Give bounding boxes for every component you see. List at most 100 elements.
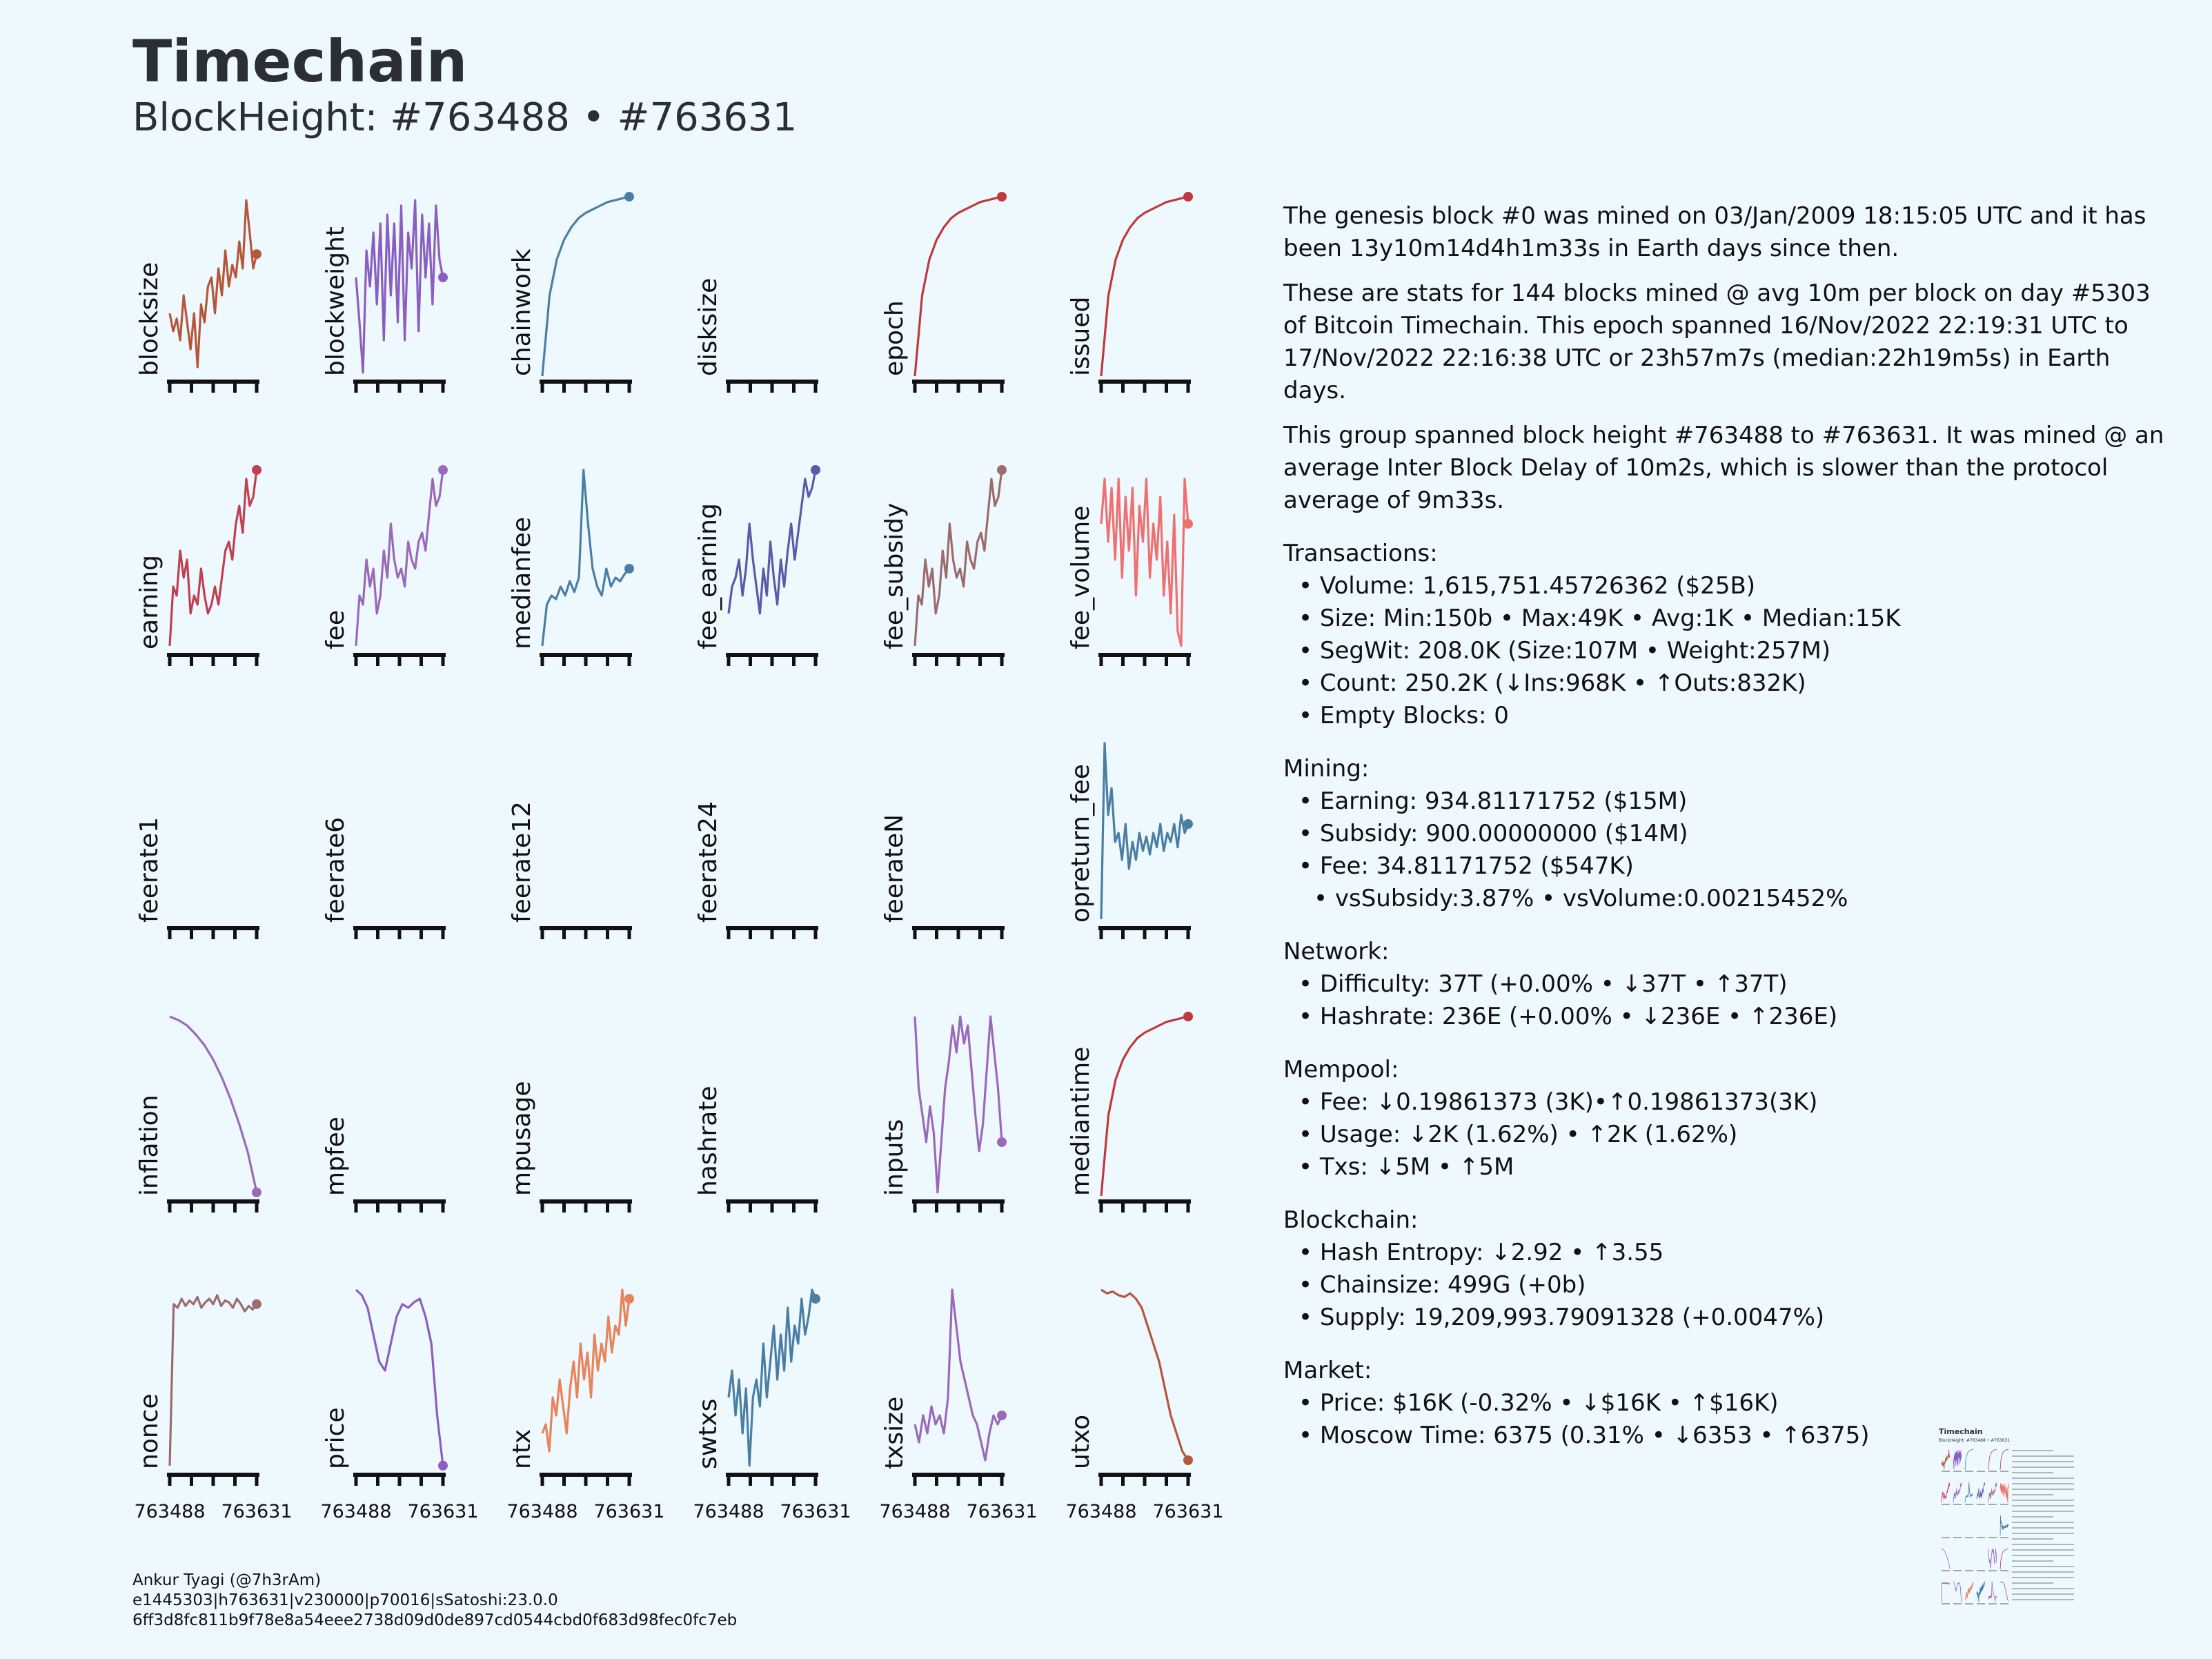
series-end-dot: [438, 273, 448, 282]
thumb-panel: [1988, 1482, 1997, 1505]
thumb-panel: [1999, 1449, 2009, 1472]
panel-label: fee_subsidy: [880, 503, 909, 649]
section-title: Blockchain:: [1283, 1206, 1419, 1234]
thumbnail-body: [1941, 1449, 2074, 1604]
series-line: [541, 1288, 631, 1453]
x-tick-label: 763488: [879, 1501, 950, 1522]
panel-label: price: [322, 1407, 350, 1469]
footer-hash: 6ff3d8fc811b9f78e8a54eee2738d09d0de897cd…: [132, 1611, 738, 1629]
stat-item: • Fee: 34.81171752 ($547K): [1298, 852, 1634, 880]
series-end-dot: [624, 192, 634, 202]
panel-inflation: inflation: [135, 1015, 261, 1213]
thumb-series: [1999, 1449, 2009, 1471]
stat-item: • Hash Entropy: ↓2.92 • ↑3.55: [1298, 1239, 1664, 1266]
panel-mpfee: mpfee: [322, 1117, 446, 1213]
stats-epoch: These are stats for 144 blocks mined @ a…: [1283, 279, 2151, 404]
chart-grid: blocksize blockweight chainwork disksize epo…: [134, 192, 1224, 1522]
series-line: [355, 1288, 444, 1466]
series-end-dot: [252, 1187, 261, 1197]
network-section: Network: • Difficulty: 37T (+0.00% • ↓37…: [1283, 936, 2180, 1033]
panel-fee_volume: fee_volume: [1067, 478, 1193, 666]
stat-item: • Fee: ↓0.19861373 (3K)•↑0.19861373(3K): [1298, 1088, 1818, 1116]
thumb-panel: [1941, 1449, 1951, 1472]
panel-fee_subsidy: fee_subsidy: [880, 465, 1007, 666]
thumb-panel: [1941, 1581, 1951, 1604]
thumb-panel: [1988, 1548, 1997, 1571]
thumb-panel: [1999, 1581, 2009, 1604]
thumb-series: [1964, 1449, 1974, 1471]
panel-price: price 763488 763631: [320, 1288, 479, 1522]
x-tick-label: 763488: [506, 1501, 577, 1522]
thumb-series: [1976, 1482, 1986, 1500]
stat-item: • Count: 250.2K (↓Ins:968K • ↑Outs:832K): [1298, 669, 1806, 697]
panel-label: disksize: [694, 278, 722, 376]
panel-label: fee: [322, 610, 350, 649]
thumb-series: [1953, 1449, 1962, 1470]
stat-item: • Supply: 19,209,993.79091328 (+0.0047%): [1298, 1304, 1825, 1331]
thumb-series: [1964, 1581, 1974, 1601]
thumb-panel: [1999, 1483, 2009, 1505]
panel-label: ntx: [508, 1429, 536, 1469]
thumb-panel: [1988, 1581, 1997, 1604]
panel-mpusage: mpusage: [508, 1081, 632, 1213]
series-line: [1100, 195, 1189, 377]
series-line: [914, 195, 1003, 377]
panel-chainwork: chainwork: [508, 192, 634, 393]
panel-blocksize: blocksize: [135, 199, 261, 393]
series-end-dot: [624, 564, 634, 573]
panel-feerateN: feerateN: [880, 814, 1005, 939]
stats-panel: The genesis block #0 was mined on 03/Jan…: [1283, 200, 2180, 1452]
x-tick-label: 763631: [407, 1501, 478, 1522]
panel-label: inputs: [880, 1119, 909, 1196]
thumb-series: [1941, 1482, 1951, 1503]
panel-label: fee_volume: [1067, 506, 1095, 649]
panel-label: issued: [1067, 297, 1095, 376]
mining-section: Mining: • Earning: 934.81171752 ($15M) •…: [1283, 753, 2180, 915]
x-tick-label: 763488: [134, 1501, 205, 1522]
stat-item: • Price: $16K (-0.32% • ↓$16K • ↑$16K): [1298, 1389, 1779, 1417]
thumb-series: [1953, 1581, 1962, 1602]
panel-label: feerate12: [508, 801, 536, 923]
section-title: Mining:: [1283, 755, 1370, 783]
series-end-dot: [997, 1411, 1007, 1420]
x-tick-label: 763631: [593, 1501, 664, 1522]
series-end-dot: [997, 1137, 1007, 1147]
stat-item: • Usage: ↓2K (1.62%) • ↑2K (1.62%): [1298, 1121, 1738, 1148]
series-line: [1100, 742, 1189, 919]
series-end-dot: [252, 465, 261, 475]
transactions-section: Transactions: • Volume: 1,615,751.457263…: [1283, 538, 2180, 732]
series-line: [914, 1015, 1003, 1194]
thumb-series: [1976, 1581, 1986, 1602]
series-line: [168, 1294, 258, 1466]
x-tick-label: 763631: [221, 1501, 292, 1522]
panel-label: mpusage: [508, 1081, 536, 1196]
panel-medianfee: medianfee: [508, 469, 634, 666]
series-end-dot: [624, 1294, 634, 1304]
series-end-dot: [438, 1460, 448, 1471]
thumb-panel: [1964, 1449, 1974, 1472]
series-end-dot: [252, 249, 261, 259]
stat-item: • SegWit: 208.0K (Size:107M • Weight:257…: [1298, 637, 1831, 665]
panel-label: nonce: [135, 1393, 164, 1469]
thumb-panel: [1999, 1515, 2009, 1538]
panel-hashrate: hashrate: [694, 1086, 818, 1213]
stat-item: • Empty Blocks: 0: [1298, 702, 1509, 729]
series-end-dot: [1183, 819, 1193, 829]
market-section: Market: • Price: $16K (-0.32% • ↓$16K • …: [1283, 1355, 2180, 1452]
thumb-series: [1999, 1515, 2009, 1536]
x-tick-label: 763631: [1152, 1501, 1223, 1522]
panel-inputs: inputs: [880, 1015, 1007, 1213]
series-line: [727, 1288, 817, 1467]
series-end-dot: [811, 465, 820, 475]
series-end-dot: [1183, 192, 1193, 202]
thumb-panel: [1964, 1482, 1974, 1505]
stat-item: • Subsidy: 900.00000000 ($14M): [1298, 820, 1688, 847]
blockchain-section: Blockchain: • Hash Entropy: ↓2.92 • ↑3.5…: [1283, 1204, 2180, 1334]
thumb-panel: [1988, 1449, 1997, 1472]
panel-label: medianfee: [508, 517, 536, 649]
thumb-panel: [1976, 1482, 1986, 1505]
section-title: Market:: [1283, 1357, 1372, 1384]
section-title: Mempool:: [1283, 1056, 1399, 1083]
thumb-series: [1964, 1482, 1974, 1503]
thumb-panel: [1941, 1482, 1951, 1505]
